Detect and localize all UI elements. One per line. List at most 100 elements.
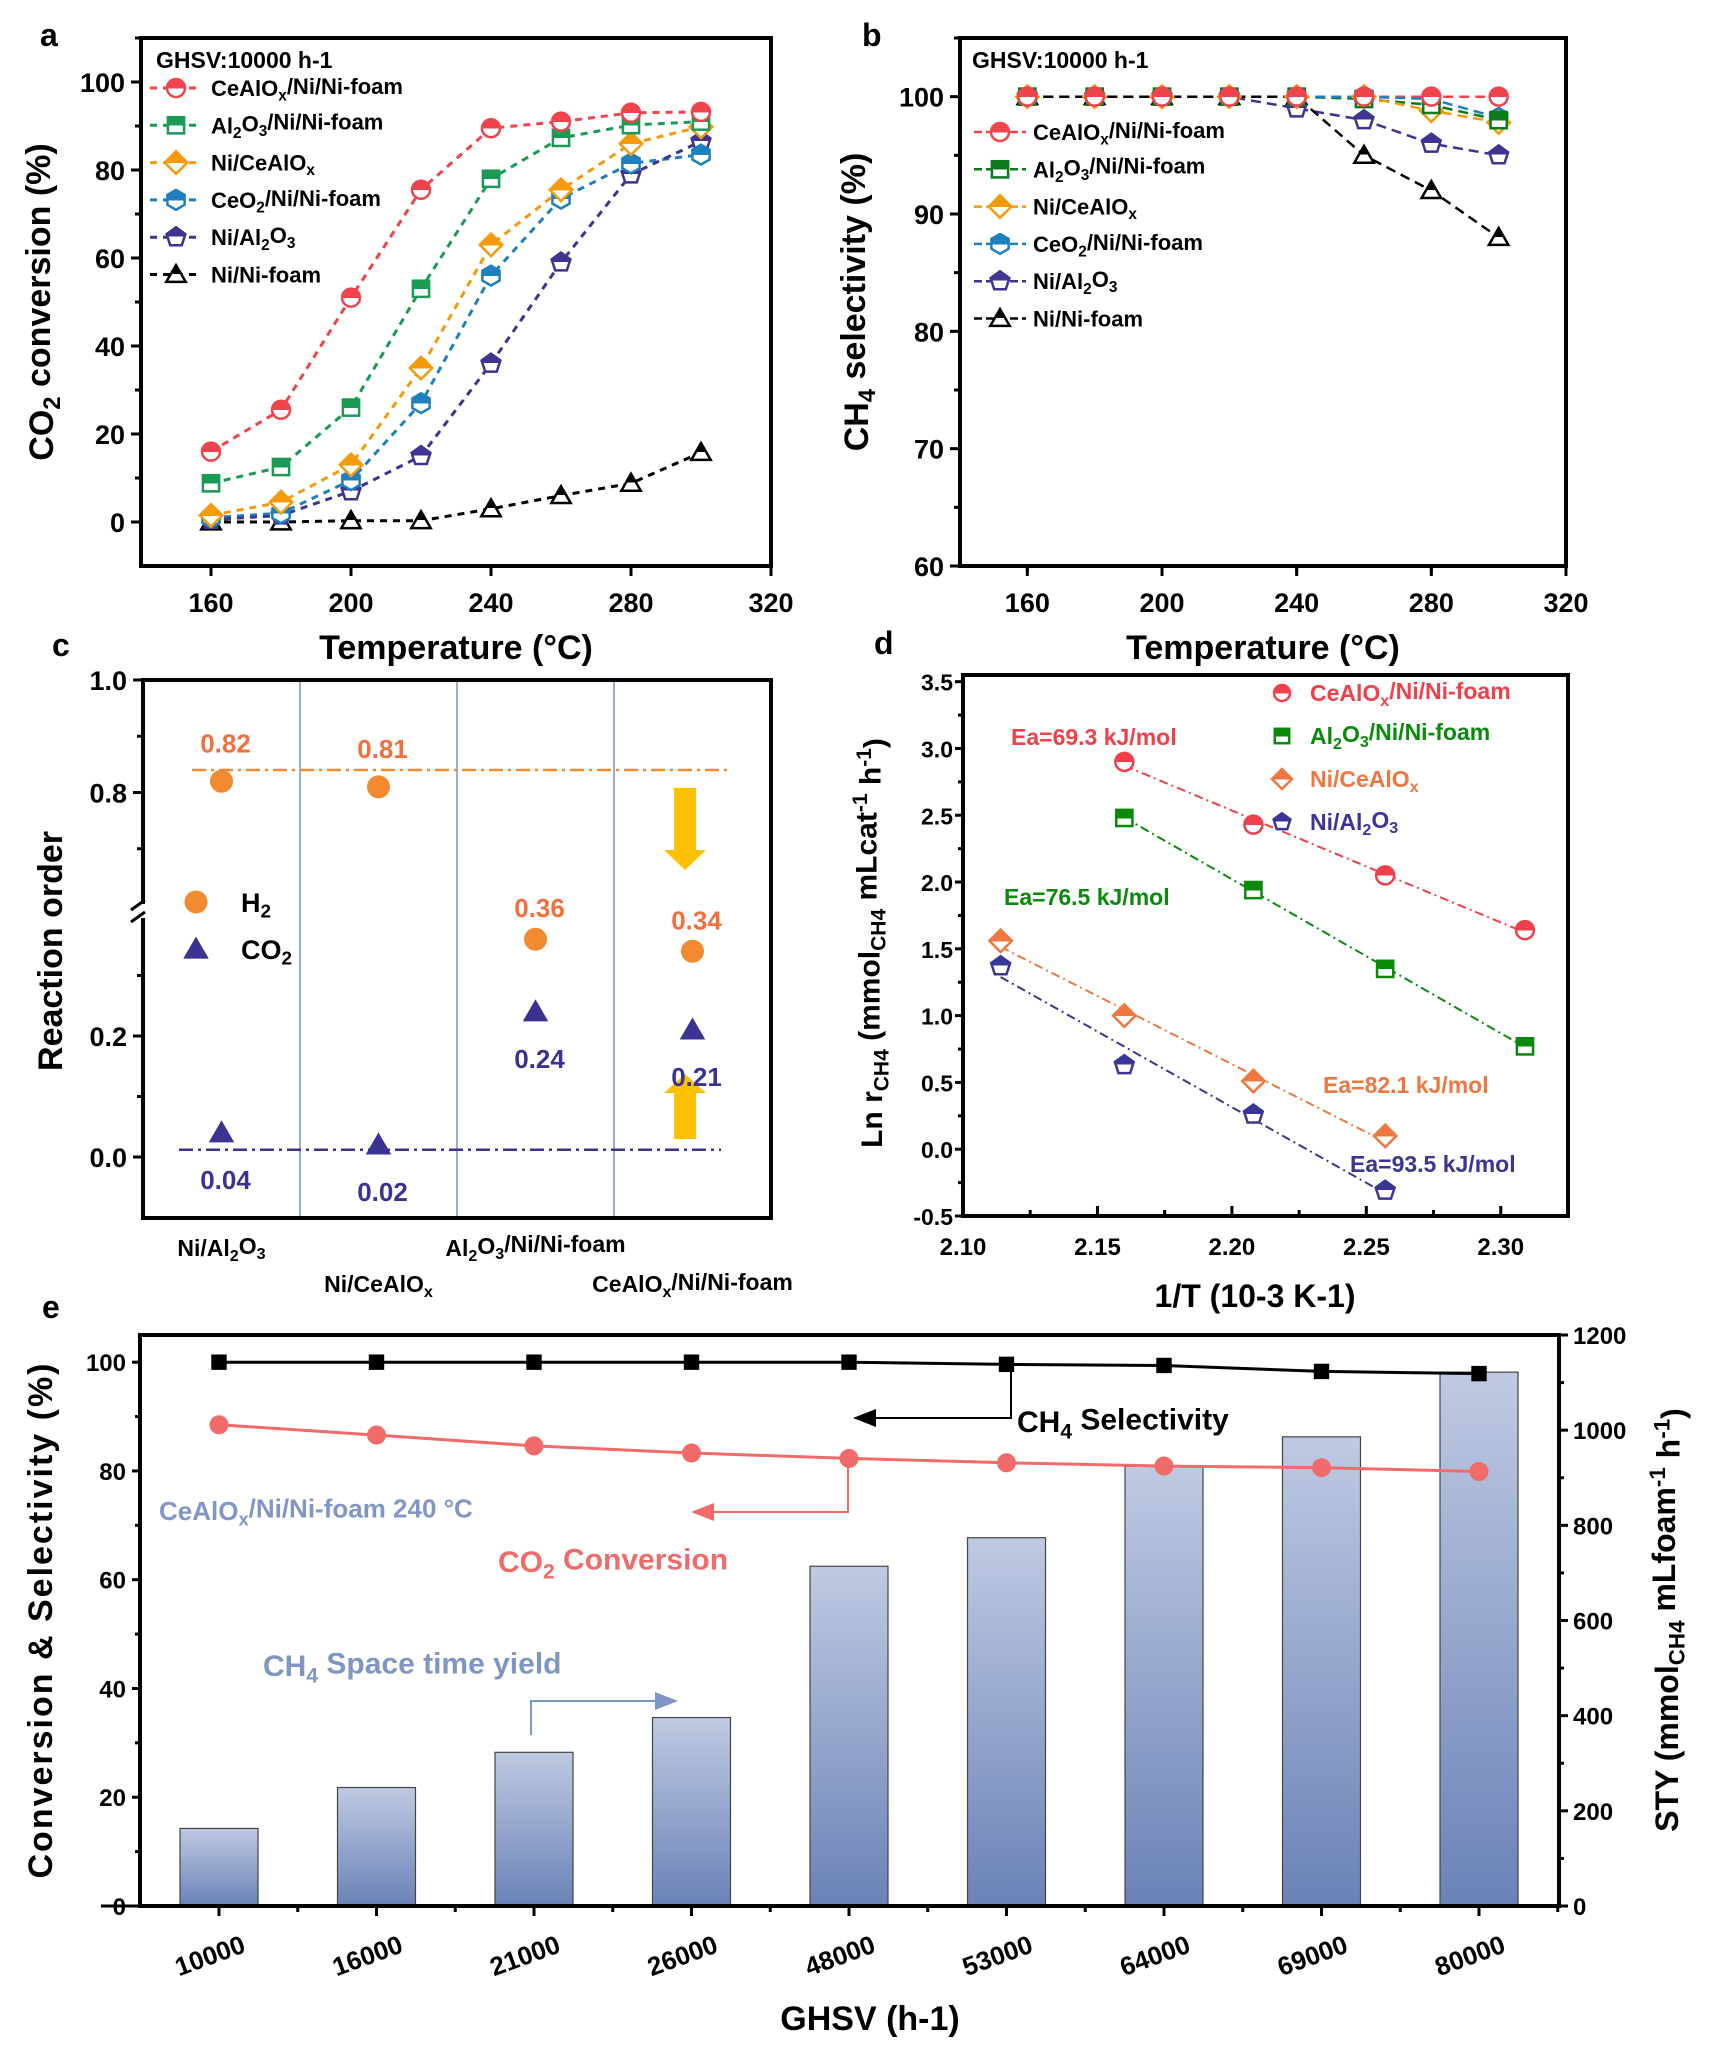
data-point [1240,1068,1267,1095]
data-point [1312,1458,1331,1478]
chart-e: CH4 Selectivity CO2 Conversion CeAlOx/Ni/N… [22,1323,1691,2038]
data-point [271,457,291,477]
y-tick-label: -0.5 [913,1204,953,1230]
y-axis-title: CH4 selectivity (%) [835,153,881,452]
plot-frame [958,36,1568,568]
data-point [480,117,502,139]
y-right-tick-label: 800 [1573,1513,1613,1540]
data-point [1353,108,1375,130]
data-point [987,927,1014,954]
legend-item: CeO2/Ni/Ni-foam [150,186,381,217]
legend-marker [1272,683,1292,703]
y-tick-label: 100 [80,68,125,98]
legend-item: CeO2/Ni/Ni-foam [974,230,1203,261]
data-point [198,502,225,529]
y-tick-label: 20 [95,420,125,450]
selectivity-pointer [870,1362,1012,1419]
data-point [410,444,432,466]
x-tick-label: 280 [608,588,653,618]
data-point [997,1453,1016,1473]
y-tick-label: 3.0 [921,736,953,762]
fit-line [1123,764,1526,934]
data-point [618,130,645,157]
data-label: 0.81 [357,734,408,764]
legend-marker [166,188,186,212]
fit-line [1123,816,1526,1048]
series-line-5 [211,451,702,524]
x-tick-label: 200 [328,588,373,618]
data-point [524,1436,544,1456]
legend-label: Ni/Al2O3 [1310,807,1398,839]
data-point [478,231,505,258]
y-right-tick-label: 400 [1573,1704,1613,1731]
category-label: Ni/CeAlOx [324,1271,433,1301]
y-tick-label: 1.0 [89,666,127,696]
data-point [410,179,432,201]
data-label: 0.36 [514,893,565,923]
legend-marker [166,115,186,135]
panel-label-b: b [862,17,882,53]
data-point [1151,86,1173,107]
series-line-4 [210,140,702,522]
x-tick-label: 160 [188,588,233,618]
legend-item: Al2O3/Ni/Ni-foam [974,153,1205,186]
y-tick-label: 0.2 [89,1022,127,1052]
data-point [691,143,711,166]
x-tick-label: 10000 [171,1929,249,1982]
legend-marker [987,193,1014,220]
legend-marker [988,306,1012,328]
category-label: CeAlOx/Ni/Ni-foam [592,1269,793,1301]
data-point [209,1415,229,1435]
x-tick-label: 16000 [328,1929,406,1982]
legend-label: CeO2/Ni/Ni-foam [1033,230,1203,261]
legend-label: Ni/CeAlOx [1033,195,1137,224]
fit-line [1000,976,1386,1195]
panel-label-d: d [874,625,894,661]
legend-label: CeAlOx/Ni/Ni-foam [1033,118,1225,149]
y-tick-label: 0.5 [921,1070,953,1096]
y-tick-label: 60 [95,244,125,274]
x-tick-label: 2.30 [1477,1234,1524,1261]
data-point [365,1132,392,1155]
y-right-tick-label: 1200 [1573,1323,1626,1350]
legend-label: Ni/Al2O3 [1033,267,1117,298]
data-point [341,468,361,492]
data-point [679,1017,706,1040]
down-arrow-icon [664,788,706,870]
x-tick-label: 160 [1005,588,1050,618]
data-label: 0.34 [671,905,722,935]
data-point [550,111,572,132]
y-tick-label: 40 [95,332,125,362]
y-left-tick-label: 100 [86,1350,126,1377]
data-point [411,391,431,415]
data-point [340,287,362,308]
data-point [621,152,641,175]
y-left-tick-label: 40 [99,1676,126,1703]
y-tick-label: 1.0 [921,1004,953,1030]
data-point [1313,1363,1330,1380]
legend-item: Ni/Ni-foam [150,263,321,288]
sty-annotation: CH4 Space time yield [263,1647,561,1687]
y-tick-label: 60 [914,552,944,582]
legend-label: Ni/Ni-foam [1033,307,1143,332]
legend-label: Al2O3/Ni/Ni-foam [1310,719,1490,753]
data-point [549,483,573,505]
data-point [1243,814,1264,835]
x-tick-label: 320 [748,588,793,618]
legend-label: Ni/Ni-foam [211,263,321,288]
data-point [683,1354,700,1370]
legend-item: Ni/Al2O3 [974,267,1117,298]
x-tick-label: 64000 [1116,1929,1194,1982]
y-tick-label: 0.8 [89,779,127,809]
data-point [1374,865,1396,886]
plot-frame [961,673,1570,1218]
x-axis-title: 1/T (10-3 K-1) [1155,1278,1356,1314]
chart-b: 160 200 240 280 320 60 70 80 90 100 Temperature (°… [835,36,1589,667]
data-point [210,769,233,793]
data-point [1372,1122,1399,1149]
data-point [989,954,1012,976]
x-tick-label: 48000 [801,1929,879,1982]
data-point [200,441,222,462]
data-point [1017,86,1038,107]
chart-c: 0.82 0.81 0.36 0.34 H2 0.04 0.02 0.24 0.21 CO2 0.0… [32,666,793,1301]
